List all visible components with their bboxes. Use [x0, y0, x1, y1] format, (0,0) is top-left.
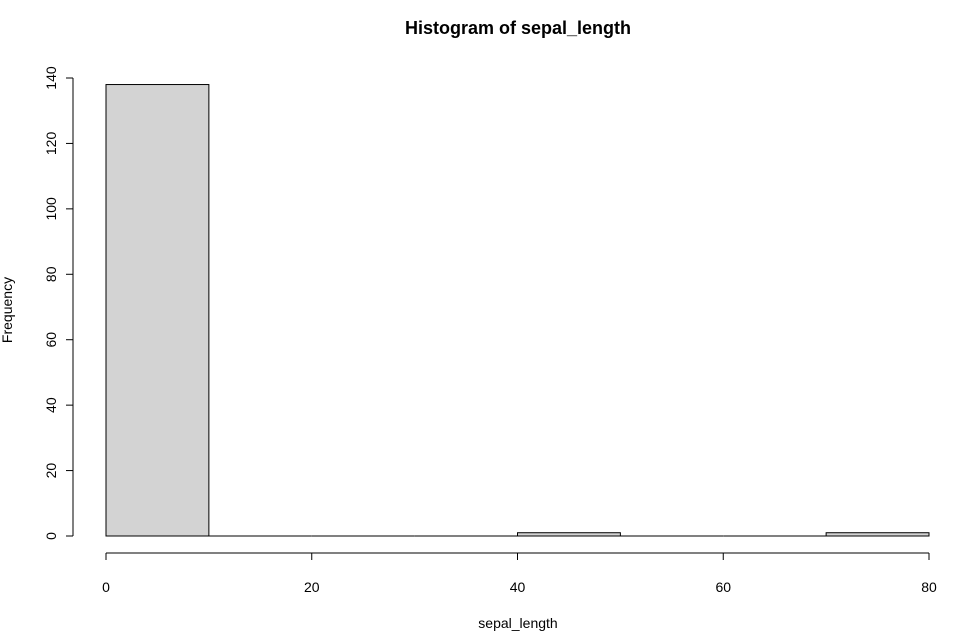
- y-tick-label: 0: [43, 532, 59, 540]
- histogram-bar-4: [517, 532, 621, 537]
- x-axis: 0 20 40 60 80: [102, 552, 937, 595]
- x-axis-label: sepal_length: [478, 615, 557, 631]
- y-axis-label: Frequency: [0, 277, 15, 343]
- y-tick-label: 100: [43, 197, 59, 221]
- y-tick-label: 140: [43, 66, 59, 90]
- y-tick-label: 40: [43, 397, 59, 413]
- y-tick-label: 20: [43, 463, 59, 479]
- x-tick-label: 40: [510, 579, 526, 595]
- histogram-bar-7: [825, 532, 930, 537]
- y-tick-label: 60: [43, 332, 59, 348]
- x-tick-label: 20: [304, 579, 320, 595]
- y-tick-label: 120: [43, 132, 59, 156]
- bars-group: [105, 84, 930, 537]
- chart-title: Histogram of sepal_length: [405, 18, 631, 38]
- x-tick-label: 80: [921, 579, 937, 595]
- x-tick-label: 60: [715, 579, 731, 595]
- x-tick-label: 0: [102, 579, 110, 595]
- histogram-bar-0: [105, 84, 210, 537]
- y-tick-label: 80: [43, 266, 59, 282]
- y-axis: 0 20 40 60 80 100 120 140: [43, 66, 74, 540]
